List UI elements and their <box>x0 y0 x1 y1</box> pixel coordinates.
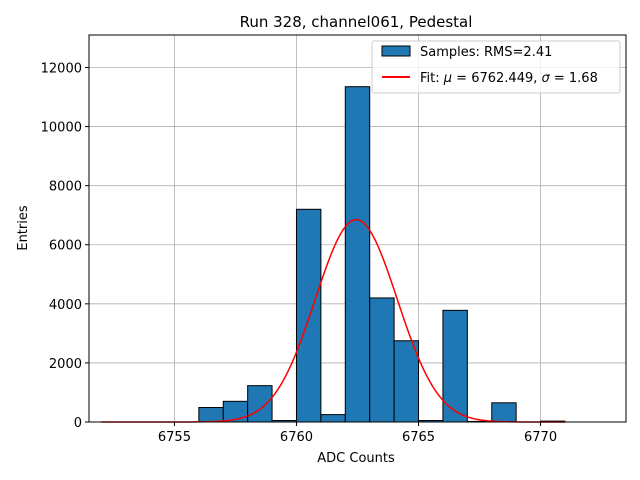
histogram-bar <box>491 402 517 423</box>
legend-box <box>371 40 621 94</box>
legend-mu-text: = 6762.449, <box>452 71 541 86</box>
histogram-bars <box>198 86 566 423</box>
histogram-bar <box>369 297 395 423</box>
legend-swatch-samples <box>381 45 411 57</box>
y-tick-label: 6000 <box>49 239 82 254</box>
chart-title: Run 328, channel061, Pedestal <box>240 13 473 31</box>
y-axis-label: Entries <box>16 205 31 251</box>
x-tick-label: 6755 <box>158 430 191 445</box>
histogram-bar <box>344 86 371 423</box>
y-tick-label: 0 <box>74 416 82 431</box>
legend-label-fit: Fit: μ = 6762.449, σ = 1.68 <box>420 71 598 86</box>
x-tick-label: 6765 <box>402 430 435 445</box>
legend-label-samples: Samples: RMS=2.41 <box>420 45 552 60</box>
legend-fit-prefix: Fit: <box>420 71 444 86</box>
histogram-bar <box>198 407 224 423</box>
histogram-bar <box>247 385 273 423</box>
y-tick-label: 10000 <box>41 121 82 136</box>
legend-sigma-symbol: σ <box>542 71 551 86</box>
y-tick-label: 4000 <box>49 298 82 313</box>
legend: Samples: RMS=2.41 Fit: μ = 6762.449, σ =… <box>371 40 621 94</box>
y-axis-ticks: 0 2000 4000 6000 8000 10000 12000 <box>41 61 89 431</box>
x-axis-ticks: 6755 6760 6765 6770 <box>158 422 557 445</box>
histogram-bar <box>320 414 346 423</box>
x-tick-label: 6760 <box>280 430 313 445</box>
histogram-bar <box>295 208 322 423</box>
y-tick-label: 2000 <box>49 357 82 372</box>
histogram-bar <box>442 309 468 423</box>
y-tick-label: 8000 <box>49 180 82 195</box>
legend-sigma-text: = 1.68 <box>550 71 598 86</box>
plot-frame <box>88 34 627 423</box>
y-tick-label: 12000 <box>41 61 82 76</box>
x-axis-label: ADC Counts <box>317 451 395 466</box>
histogram-bar <box>393 340 420 423</box>
legend-mu-symbol: μ <box>443 71 452 86</box>
x-tick-label: 6770 <box>524 430 557 445</box>
